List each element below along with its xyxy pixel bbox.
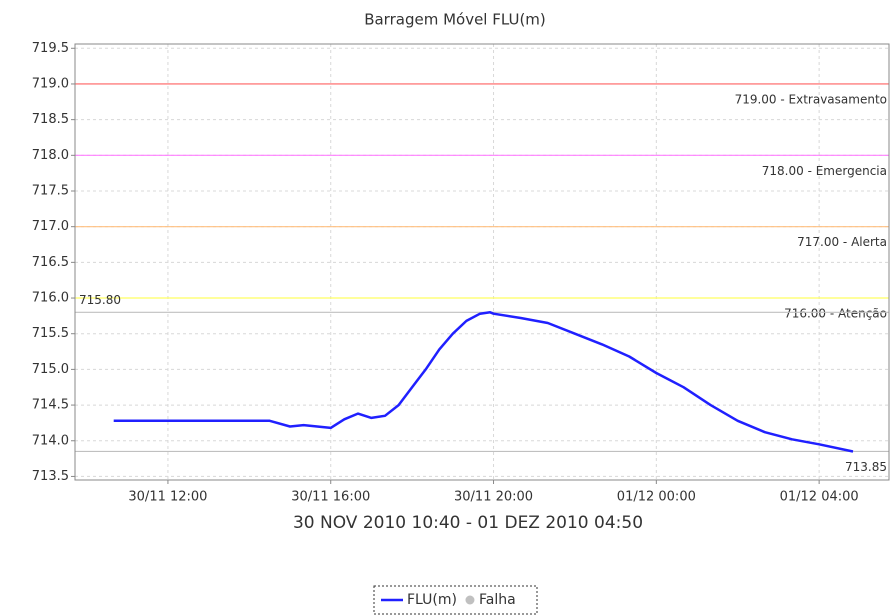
- y-tick-label: 714.0: [32, 433, 69, 448]
- y-tick-label: 718.0: [32, 148, 69, 163]
- y-tick-label: 713.5: [32, 469, 69, 484]
- marker-label: 713.85: [845, 460, 887, 474]
- y-tick-label: 719.5: [32, 41, 69, 56]
- threshold-label: 717.00 - Alerta: [797, 235, 887, 249]
- y-tick-label: 718.5: [32, 112, 69, 127]
- plot-frame: [74, 43, 890, 481]
- marker-label: 715.80: [79, 293, 121, 307]
- y-tick-label: 715.0: [32, 362, 69, 377]
- x-tick-label: 30/11 20:00: [454, 490, 533, 505]
- y-tick-label: 716.0: [32, 291, 69, 306]
- x-tick-label: 30/11 16:00: [291, 490, 370, 505]
- x-tick-label: 01/12 04:00: [780, 490, 859, 505]
- y-tick-label: 715.5: [32, 326, 69, 341]
- y-tick-label: 717.0: [32, 219, 69, 234]
- x-tick-label: 30/11 12:00: [128, 490, 207, 505]
- chart-title: Barragem Móvel FLU(m): [364, 11, 546, 29]
- data-line: [113, 311, 854, 453]
- y-tick-label: 716.5: [32, 255, 69, 270]
- legend-label: Falha: [479, 592, 516, 608]
- legend-swatch: [465, 595, 475, 605]
- y-tick-label: 719.0: [32, 76, 69, 91]
- y-tick-label: 717.5: [32, 183, 69, 198]
- x-axis-label: 30 NOV 2010 10:40 - 01 DEZ 2010 04:50: [293, 513, 643, 533]
- x-tick-label: 01/12 00:00: [617, 490, 696, 505]
- y-tick-label: 714.5: [32, 398, 69, 413]
- legend-label: FLU(m): [407, 592, 457, 608]
- threshold-label: 719.00 - Extravasamento: [735, 92, 887, 106]
- threshold-label: 718.00 - Emergencia: [762, 164, 887, 178]
- threshold-label: 716.00 - Atenção: [784, 307, 887, 321]
